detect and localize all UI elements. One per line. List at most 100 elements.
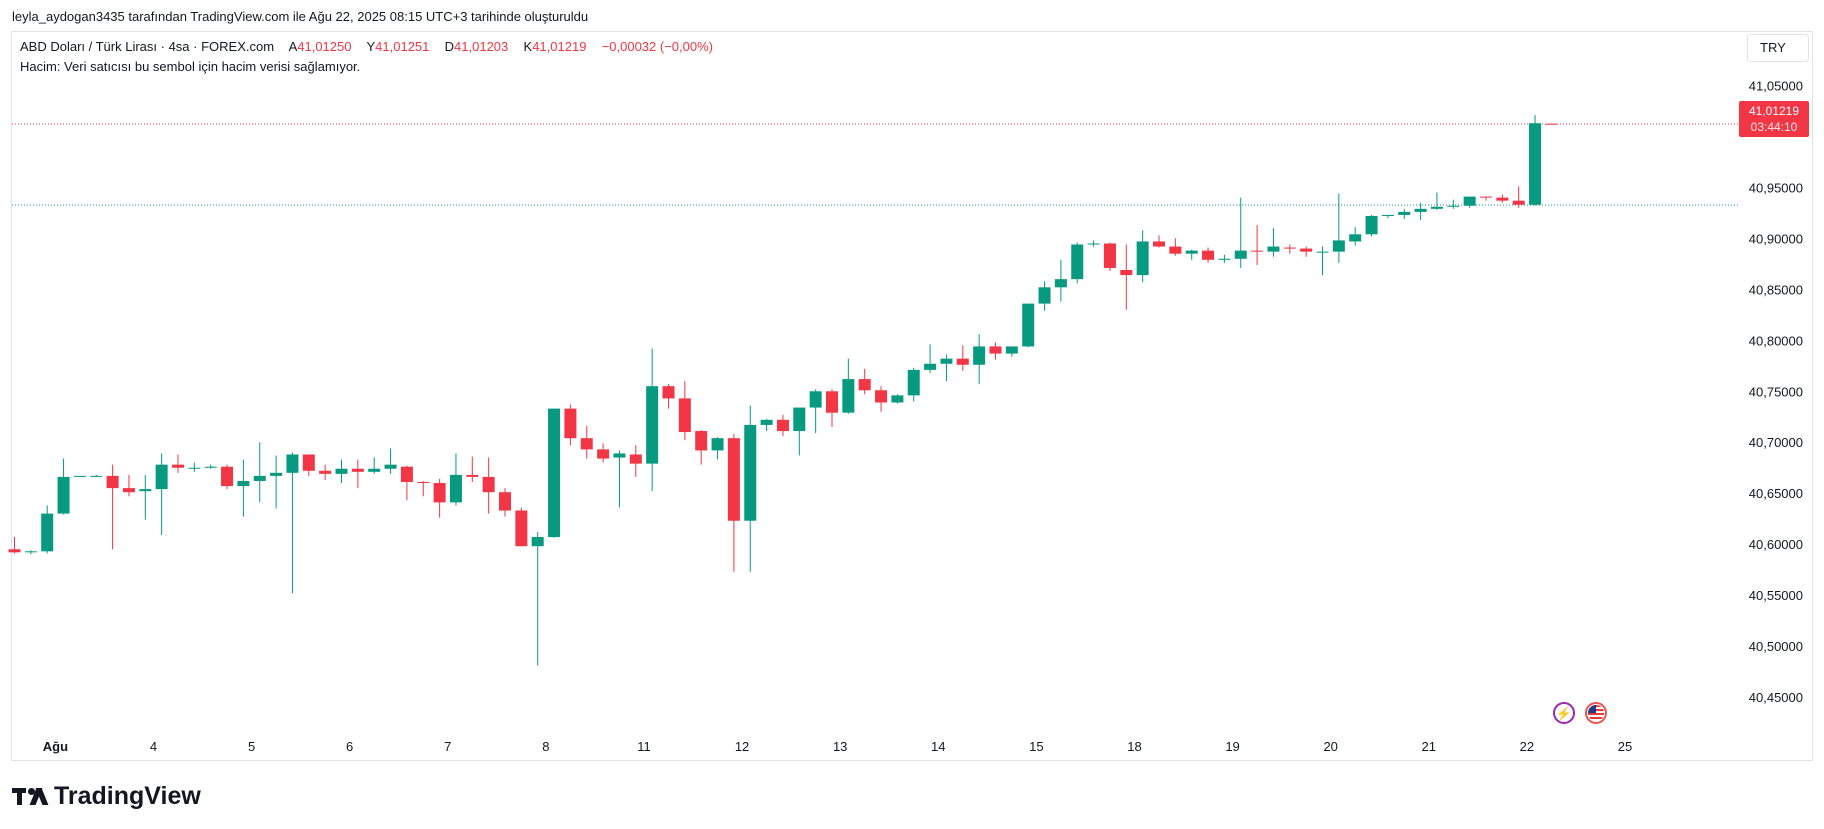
candle: [433, 478, 446, 518]
candle-body: [122, 488, 135, 493]
bar-countdown: 03:44:10: [1750, 120, 1798, 134]
candle: [368, 457, 381, 474]
candle-body: [793, 407, 806, 432]
candle: [1054, 259, 1067, 302]
us-flag-icon[interactable]: [1585, 702, 1607, 724]
candle: [646, 348, 659, 492]
tradingview-logo[interactable]: TradingView: [12, 782, 201, 811]
candle: [122, 474, 135, 497]
candle-body: [646, 386, 659, 464]
candle: [1480, 196, 1492, 201]
candle: [499, 488, 511, 517]
candle-body: [1169, 246, 1182, 254]
candle: [678, 381, 691, 441]
candle-body: [1267, 246, 1280, 252]
price-tick-label: 40,55000: [1749, 588, 1803, 603]
candle-body: [678, 398, 691, 433]
candle: [548, 408, 561, 539]
candle-body: [613, 453, 626, 458]
symbol-name[interactable]: ABD Doları / Türk Lirası · 4sa · FOREX.c…: [20, 39, 275, 54]
candle: [809, 389, 822, 434]
candle-body: [1365, 215, 1378, 235]
currency-button[interactable]: TRY: [1747, 34, 1809, 62]
candle: [155, 453, 168, 535]
candle: [466, 456, 479, 482]
candle: [989, 342, 1002, 360]
price-tick-label: 40,50000: [1749, 639, 1803, 654]
time-tick-label: Ağu: [43, 739, 68, 754]
high-value: 41,01251: [375, 39, 430, 54]
candle-body: [106, 475, 119, 489]
candle: [449, 453, 462, 506]
candle: [924, 344, 937, 373]
candle-body: [90, 475, 103, 477]
candle-body: [172, 464, 184, 468]
candle: [270, 455, 283, 509]
candle-body: [875, 390, 888, 403]
candle-body: [41, 513, 54, 552]
candle: [106, 464, 119, 550]
candle: [384, 448, 397, 474]
candle-body: [139, 489, 152, 492]
candle: [73, 475, 86, 477]
time-tick-label: 6: [346, 739, 353, 754]
candle-body: [188, 467, 201, 469]
candle-body: [1300, 248, 1313, 252]
lightning-event-icon[interactable]: ⚡: [1553, 702, 1575, 724]
candle-body: [1316, 251, 1329, 253]
time-tick-label: 21: [1422, 739, 1436, 754]
reference-lines: [12, 123, 1738, 206]
time-tick-label: 14: [931, 739, 945, 754]
candle-body: [384, 464, 397, 469]
candle: [875, 386, 888, 412]
candle: [1005, 346, 1018, 357]
candle-body: [1005, 346, 1018, 354]
time-tick-label: 18: [1127, 739, 1141, 754]
candle-body: [1038, 287, 1051, 304]
candle: [1071, 242, 1084, 284]
price-axis: 41,05000 40,95000 40,90000 40,85000 40,80000…: [1749, 78, 1803, 705]
candle: [139, 474, 152, 520]
close-label: K: [523, 39, 533, 54]
candle-body: [221, 466, 234, 487]
price-tick-label: 40,70000: [1749, 435, 1803, 450]
candle-body: [466, 474, 479, 477]
candle-body: [891, 395, 904, 403]
candle-body: [695, 431, 708, 451]
candle-body: [727, 438, 740, 521]
candle: [597, 443, 610, 463]
candle: [1202, 247, 1215, 263]
candle-body: [253, 475, 266, 481]
candle: [1251, 225, 1264, 265]
candle-body: [1054, 279, 1067, 288]
candle: [1529, 115, 1542, 206]
time-tick-label: 22: [1520, 739, 1534, 754]
candle-body: [956, 358, 969, 365]
candle: [253, 442, 266, 503]
candle: [302, 454, 315, 476]
candle: [940, 354, 953, 382]
candle: [662, 384, 675, 409]
brand-name: TradingView: [54, 782, 201, 810]
candle-body: [1087, 243, 1100, 245]
candle: [858, 368, 871, 395]
candle: [221, 464, 234, 490]
candle-body: [237, 480, 250, 487]
candle-body: [629, 454, 642, 464]
candle: [826, 389, 838, 427]
candle-body: [1545, 123, 1558, 125]
candle-body: [826, 391, 838, 413]
candle: [744, 405, 757, 572]
candle-body: [580, 438, 593, 450]
candle: [907, 367, 920, 402]
candle: [1365, 214, 1378, 237]
candle: [973, 334, 986, 385]
candle: [891, 394, 904, 404]
candle-body: [940, 358, 953, 364]
candle-body: [744, 424, 757, 521]
candle-body: [1529, 123, 1542, 205]
price-tick-label: 40,60000: [1749, 537, 1803, 552]
candle: [695, 430, 708, 465]
candle-body: [760, 419, 773, 425]
